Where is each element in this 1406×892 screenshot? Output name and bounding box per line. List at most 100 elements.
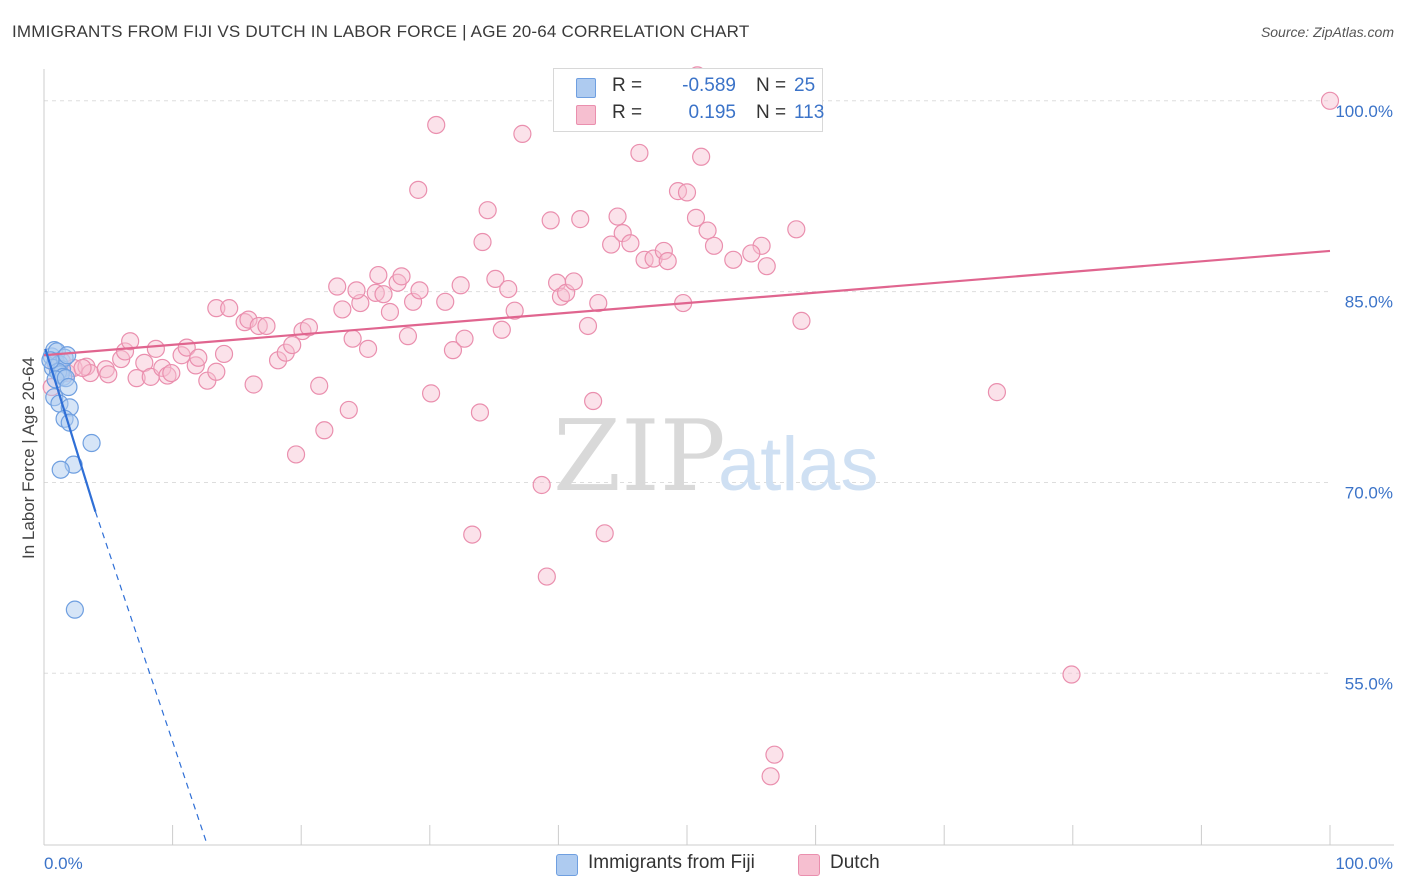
dutch-point	[677, 183, 697, 202]
dutch-point	[499, 279, 518, 299]
dutch-point	[595, 524, 614, 543]
dutch-point	[398, 327, 418, 346]
dutch-point	[686, 208, 706, 227]
dutch-point	[315, 421, 334, 440]
dutch-point	[787, 220, 806, 239]
dutch-point	[584, 391, 603, 411]
dutch-point	[541, 211, 560, 230]
fiji-r-value: -0.589	[682, 75, 736, 96]
fiji-n-value: 25	[794, 75, 816, 96]
dutch-r-label: R =	[612, 102, 643, 123]
y-tick-label: 55.0%	[1345, 674, 1393, 693]
dutch-point	[366, 283, 385, 302]
correlation-legend: R = -0.589 N = 25 R = 0.195 N = 113	[553, 68, 824, 132]
dutch-point	[343, 329, 362, 348]
dutch-point	[333, 300, 352, 319]
dutch-point	[73, 358, 92, 378]
dutch-point	[369, 265, 388, 285]
dutch-point	[608, 207, 627, 226]
fiji-swatch	[576, 78, 596, 98]
y-axis-label: In Labor Force | Age 20-64	[19, 357, 38, 559]
dutch-point	[451, 276, 470, 295]
dutch-point	[146, 339, 165, 358]
dutch-point	[443, 341, 463, 360]
dutch-point	[99, 365, 118, 384]
fiji-point	[59, 377, 78, 397]
dutch-point	[286, 445, 306, 464]
dutch-point	[421, 384, 441, 403]
fiji-trend-extension	[94, 511, 208, 846]
dutch-point	[358, 339, 378, 358]
dutch-point	[380, 302, 400, 322]
fiji-point	[65, 600, 84, 619]
dutch-point	[692, 147, 711, 166]
dutch-point	[436, 292, 455, 311]
dutch-point	[127, 369, 146, 388]
dutch-point	[207, 362, 226, 381]
dutch-point	[564, 272, 583, 291]
x-tick-label: 100.0%	[1335, 854, 1393, 873]
dutch-point	[658, 251, 677, 271]
dutch-trend-line	[43, 249, 1331, 357]
fiji-trend-line	[44, 348, 97, 513]
legend-fiji-swatch	[556, 854, 578, 876]
dutch-swatch	[576, 105, 596, 125]
dutch-point	[427, 115, 446, 135]
fiji-series	[41, 341, 101, 619]
dutch-series	[42, 66, 1340, 786]
dutch-point	[602, 235, 621, 254]
dutch-point	[189, 348, 208, 367]
dutch-point	[578, 316, 598, 336]
watermark: ZIP atlas	[553, 400, 879, 514]
dutch-point	[96, 360, 115, 379]
dutch-point	[473, 232, 492, 252]
dutch-point	[347, 281, 366, 300]
dutch-point	[589, 293, 608, 313]
dutch-point	[571, 210, 590, 229]
dutch-point	[537, 567, 556, 586]
dutch-point	[742, 244, 761, 263]
dutch-n-label: N =	[756, 102, 787, 123]
dutch-point	[121, 332, 140, 351]
dutch-point	[220, 299, 239, 318]
dutch-point	[283, 335, 302, 355]
dutch-point	[621, 234, 640, 253]
dutch-point	[532, 475, 551, 495]
dutch-point	[115, 342, 135, 361]
dutch-point	[698, 221, 717, 240]
dutch-point	[470, 403, 490, 422]
dutch-point	[463, 525, 482, 544]
dutch-point	[613, 224, 632, 243]
y-tick-label: 85.0%	[1345, 293, 1393, 312]
dutch-point	[328, 277, 347, 296]
dutch-point	[207, 299, 226, 318]
dutch-point	[257, 316, 276, 336]
dutch-point	[1320, 91, 1340, 110]
fiji-point	[51, 460, 70, 479]
x-tick-label: 0.0%	[44, 854, 83, 873]
dutch-point	[513, 124, 532, 143]
dutch-point	[644, 249, 663, 268]
dutch-point	[310, 376, 329, 395]
dutch-point	[249, 316, 268, 336]
fiji-point	[82, 433, 101, 453]
y-tick-label: 100.0%	[1335, 102, 1393, 121]
dutch-point	[478, 201, 497, 220]
dutch-point	[752, 236, 771, 255]
dutch-r-value: 0.195	[688, 102, 736, 123]
fiji-r-label: R =	[612, 75, 643, 96]
dutch-point	[724, 250, 743, 269]
chart-title: IMMIGRANTS FROM FIJI VS DUTCH IN LABOR F…	[12, 22, 750, 41]
dutch-point	[630, 143, 649, 163]
dutch-point	[987, 383, 1007, 402]
legend-fiji-label: Immigrants from Fiji	[588, 852, 755, 873]
dutch-point	[792, 311, 811, 330]
trend-lines	[43, 249, 1331, 846]
dutch-point	[339, 400, 358, 420]
legend-dutch-label: Dutch	[830, 852, 880, 873]
dutch-point	[1062, 665, 1081, 684]
dutch-point	[374, 285, 393, 304]
dutch-point	[299, 318, 319, 337]
dutch-point	[403, 292, 423, 311]
